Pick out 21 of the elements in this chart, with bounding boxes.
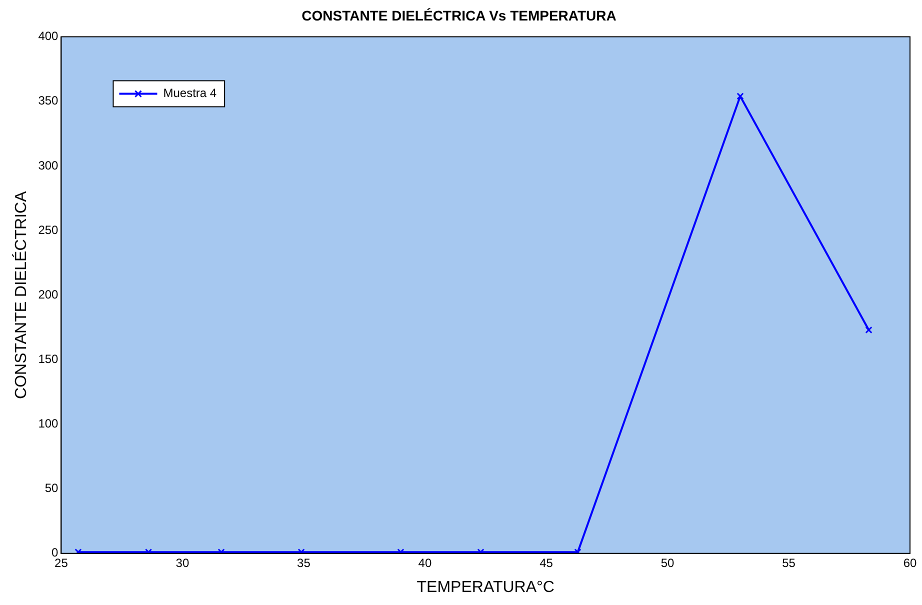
x-tick-label: 50 [660,556,674,570]
x-tick-label: 30 [176,556,190,570]
legend-label: Muestra 4 [163,86,217,100]
y-tick-label: 150 [38,352,59,366]
y-tick-label: 300 [38,158,59,172]
point [736,92,744,100]
y-axis-title: CONSTANTE DIELÉCTRICA [12,190,30,399]
x-tick-label: 40 [418,556,432,570]
x-axis-title: TEMPERATURA°C [416,578,554,596]
x-tick-label: 60 [903,556,917,570]
x-tick-label: 35 [297,556,311,570]
y-tick-label: 50 [44,481,59,496]
chart-title: CONSTANTE DIELÉCTRICA Vs TEMPERATURA [302,7,616,24]
y-tick-label: 250 [38,222,59,237]
x-tick-label: 45 [540,556,554,570]
y-tick-label: 200 [38,287,59,302]
y-tick-label: 100 [38,416,59,431]
point [865,326,872,334]
y-tick-label: 400 [38,29,59,44]
y-tick-label: 350 [38,94,59,108]
x-tick-label: 55 [782,556,796,570]
